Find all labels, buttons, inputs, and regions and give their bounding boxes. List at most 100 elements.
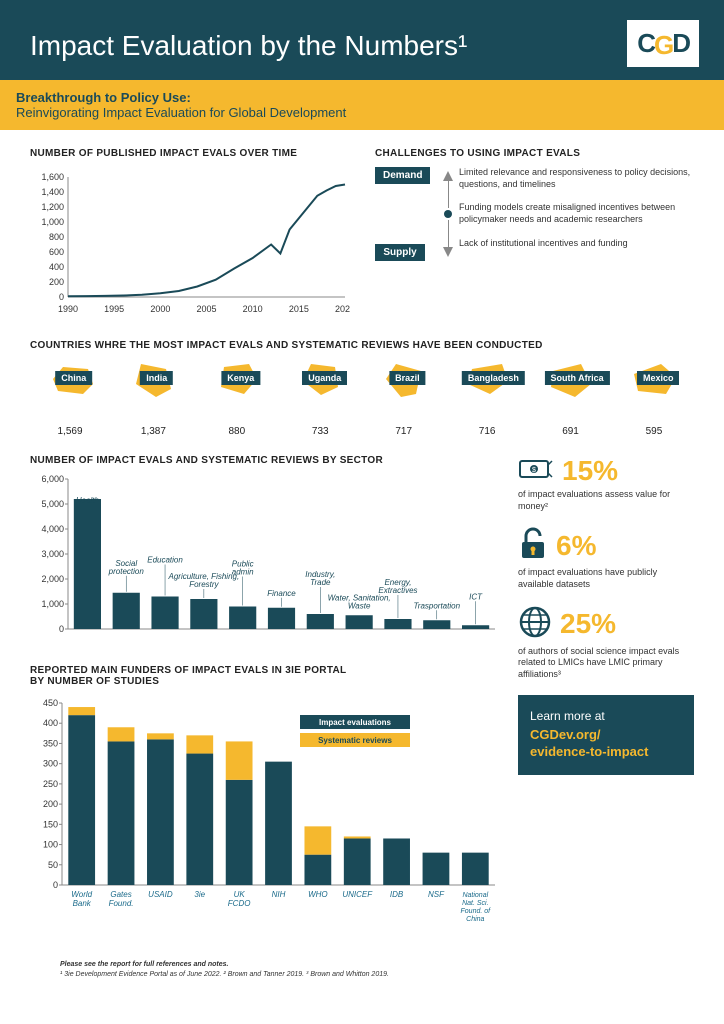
svg-text:USAID: USAID bbox=[148, 890, 173, 899]
svg-text:400: 400 bbox=[43, 718, 58, 728]
challenge-text-2: Lack of institutional incentives and fun… bbox=[459, 238, 694, 250]
subtitle-line2: Reinvigorating Impact Evaluation for Glo… bbox=[16, 105, 708, 120]
country-label: Uganda bbox=[302, 371, 347, 385]
svg-text:1,000: 1,000 bbox=[41, 217, 64, 227]
country-label: South Africa bbox=[544, 371, 609, 385]
countries-section: COUNTRIES WHRE THE MOST IMPACT EVALS AND… bbox=[30, 340, 694, 437]
sector-chart-section: NUMBER OF IMPACT EVALS AND SYSTEMATIC RE… bbox=[30, 455, 500, 649]
svg-text:1,400: 1,400 bbox=[41, 187, 64, 197]
country-uganda: Uganda 733 bbox=[280, 359, 360, 437]
country-label: Kenya bbox=[221, 371, 260, 385]
challenges-section: CHALLENGES TO USING IMPACT EVALS DemandS… bbox=[375, 148, 694, 322]
line-chart-title: NUMBER OF PUBLISHED IMPACT EVALS OVER TI… bbox=[30, 148, 350, 159]
svg-text:protection: protection bbox=[108, 567, 145, 576]
svg-text:Impact evaluations: Impact evaluations bbox=[319, 718, 392, 727]
country-label: China bbox=[55, 371, 92, 385]
supply-badge: Supply bbox=[375, 244, 425, 261]
stat-text: of impact evaluations assess value for m… bbox=[518, 489, 694, 512]
sector-chart-title: NUMBER OF IMPACT EVALS AND SYSTEMATIC RE… bbox=[30, 455, 500, 466]
svg-text:5,000: 5,000 bbox=[41, 499, 64, 509]
country-label: Bangladesh bbox=[462, 371, 525, 385]
svg-text:Education: Education bbox=[147, 556, 183, 565]
country-count: 691 bbox=[531, 426, 611, 437]
learn-line2: CGDev.org/evidence-to-impact bbox=[530, 727, 682, 761]
svg-text:1,000: 1,000 bbox=[41, 599, 64, 609]
learn-line1: Learn more at bbox=[530, 709, 682, 723]
svg-text:4,000: 4,000 bbox=[41, 524, 64, 534]
svg-text:200: 200 bbox=[49, 277, 64, 287]
svg-text:1995: 1995 bbox=[104, 304, 124, 314]
learn-more-box: Learn more at CGDev.org/evidence-to-impa… bbox=[518, 695, 694, 775]
content: NUMBER OF PUBLISHED IMPACT EVALS OVER TI… bbox=[0, 130, 724, 948]
svg-text:Found. of: Found. of bbox=[461, 908, 492, 915]
stat-text: of impact evaluations have publicly avai… bbox=[518, 567, 694, 590]
stat-text: of authors of social science impact eval… bbox=[518, 646, 694, 681]
country-label: Mexico bbox=[637, 371, 680, 385]
stat-lock: 6% of impact evaluations have publicly av… bbox=[518, 526, 694, 590]
country-count: 733 bbox=[280, 426, 360, 437]
svg-text:ICT: ICT bbox=[469, 592, 483, 601]
svg-text:2010: 2010 bbox=[243, 304, 263, 314]
footnote-l2: ¹ 3ie Development Evidence Portal as of … bbox=[60, 970, 694, 980]
stat-pct: 15% bbox=[562, 455, 618, 487]
stat-globe: 25% of authors of social science impact e… bbox=[518, 605, 694, 681]
challenge-text-1: Funding models create misaligned incenti… bbox=[459, 202, 694, 225]
svg-text:IDB: IDB bbox=[390, 890, 404, 899]
svg-text:200: 200 bbox=[43, 799, 58, 809]
country-count: 1,569 bbox=[30, 426, 110, 437]
challenge-text-0: Limited relevance and responsiveness to … bbox=[459, 167, 694, 190]
stat-money: $15%of impact evaluations assess value f… bbox=[518, 455, 694, 512]
country-south-africa: South Africa 691 bbox=[531, 359, 611, 437]
country-count: 880 bbox=[197, 426, 277, 437]
svg-text:National: National bbox=[462, 892, 488, 899]
svg-text:2,000: 2,000 bbox=[41, 574, 64, 584]
svg-text:admin: admin bbox=[232, 568, 254, 577]
lock-icon bbox=[518, 526, 548, 565]
svg-text:UK: UK bbox=[234, 890, 246, 899]
svg-text:Waste: Waste bbox=[348, 601, 371, 610]
svg-text:Systematic reviews: Systematic reviews bbox=[318, 736, 392, 745]
country-china: China 1,569 bbox=[30, 359, 110, 437]
svg-text:Bank: Bank bbox=[73, 899, 92, 908]
svg-text:2015: 2015 bbox=[289, 304, 309, 314]
svg-text:2020: 2020 bbox=[335, 304, 350, 314]
country-brazil: Brazil717 bbox=[364, 359, 444, 437]
svg-text:Nat. Sci.: Nat. Sci. bbox=[462, 900, 489, 907]
svg-text:150: 150 bbox=[43, 819, 58, 829]
svg-text:Health: Health bbox=[76, 496, 100, 505]
line-chart: 02004006008001,0001,2001,4001,6001990199… bbox=[30, 167, 350, 317]
country-bangladesh: Bangladesh 716 bbox=[447, 359, 527, 437]
stat-pct: 6% bbox=[556, 530, 596, 562]
country-kenya: Kenya 880 bbox=[197, 359, 277, 437]
funders-chart-title: REPORTED MAIN FUNDERS OF IMPACT EVALS IN… bbox=[30, 665, 350, 687]
header: CGD Impact Evaluation by the Numbers¹ Br… bbox=[0, 0, 724, 130]
countries-title: COUNTRIES WHRE THE MOST IMPACT EVALS AND… bbox=[30, 340, 694, 351]
svg-text:50: 50 bbox=[48, 860, 58, 870]
svg-text:100: 100 bbox=[43, 840, 58, 850]
demand-badge: Demand bbox=[375, 167, 430, 184]
svg-text:2000: 2000 bbox=[150, 304, 170, 314]
svg-text:NIH: NIH bbox=[272, 890, 286, 899]
svg-text:0: 0 bbox=[53, 880, 58, 890]
svg-text:Forestry: Forestry bbox=[189, 580, 219, 589]
sector-chart: 01,0002,0003,0004,0005,0006,000HealthSoc… bbox=[30, 474, 500, 644]
footnotes: Please see the report for full reference… bbox=[0, 960, 724, 998]
svg-text:6,000: 6,000 bbox=[41, 474, 64, 484]
svg-text:1990: 1990 bbox=[58, 304, 78, 314]
svg-text:China: China bbox=[466, 916, 484, 923]
money-icon: $ bbox=[518, 457, 554, 486]
svg-text:1,600: 1,600 bbox=[41, 172, 64, 182]
svg-text:400: 400 bbox=[49, 262, 64, 272]
svg-text:Gates: Gates bbox=[110, 890, 131, 899]
stat-pct: 25% bbox=[560, 608, 616, 640]
line-chart-section: NUMBER OF PUBLISHED IMPACT EVALS OVER TI… bbox=[30, 148, 350, 322]
svg-text:Found.: Found. bbox=[109, 899, 134, 908]
footnote-l1: Please see the report for full reference… bbox=[60, 960, 694, 970]
svg-text:FCDO: FCDO bbox=[228, 899, 251, 908]
country-count: 716 bbox=[447, 426, 527, 437]
subtitle-bar: Breakthrough to Policy Use: Reinvigorati… bbox=[0, 80, 724, 130]
svg-text:300: 300 bbox=[43, 759, 58, 769]
country-mexico: Mexico595 bbox=[614, 359, 694, 437]
svg-text:600: 600 bbox=[49, 247, 64, 257]
svg-text:NSF: NSF bbox=[428, 890, 445, 899]
